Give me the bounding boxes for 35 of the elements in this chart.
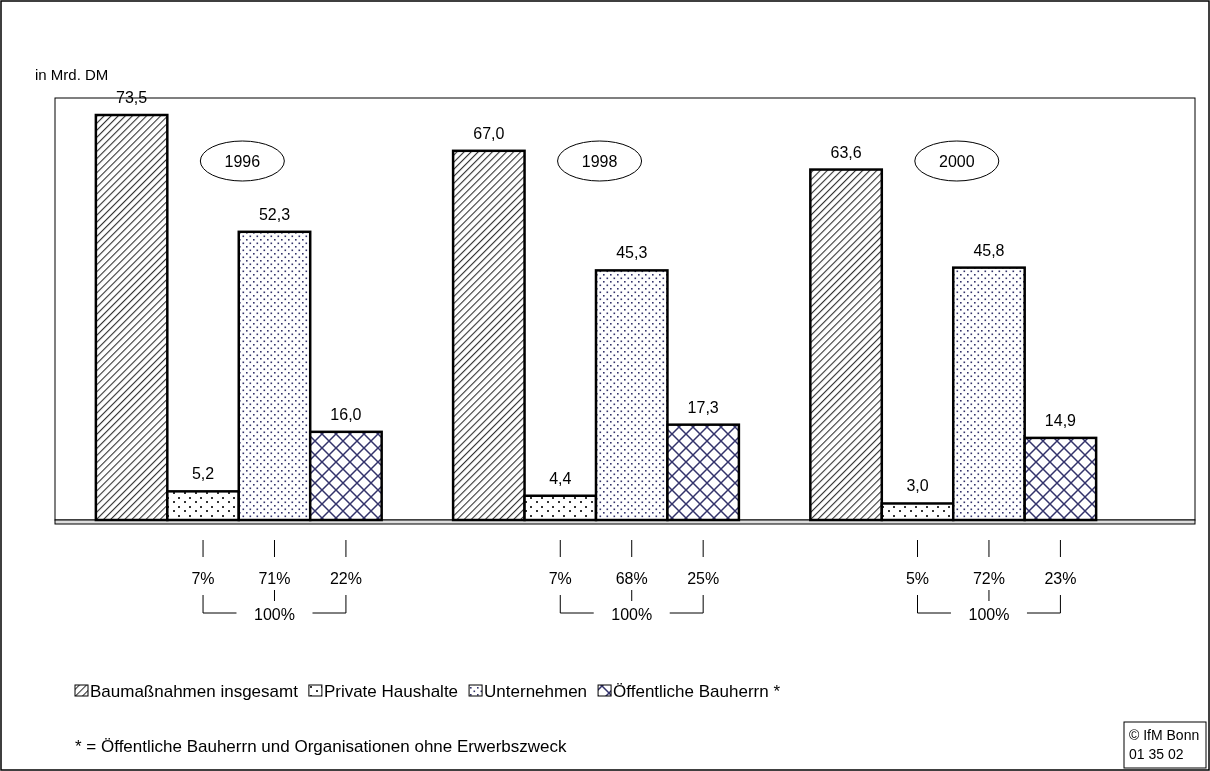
x-tick-label: 1998	[581, 153, 618, 170]
data-label: 14,9	[1044, 411, 1077, 429]
legend-label: Öffentliche Bauherrn *	[613, 682, 781, 701]
text: 100%	[254, 606, 295, 623]
text: 7%	[191, 570, 215, 587]
legend-label: Unternehmen	[484, 682, 588, 701]
data-label: 67,0	[473, 124, 505, 142]
text: 23%	[1044, 570, 1077, 587]
data-label: 16,0	[330, 405, 362, 423]
text: 22%	[329, 570, 362, 587]
data-label: 4,4	[549, 469, 572, 487]
y-axis-title: in Mrd. DM	[35, 66, 109, 83]
text: 72%	[972, 570, 1005, 587]
text: 100%	[611, 606, 653, 623]
data-label: 45,3	[616, 244, 648, 262]
data-label: 5,2	[191, 465, 215, 483]
text: 100%	[968, 606, 1010, 623]
data-label: 45,8	[973, 241, 1005, 259]
text: 01 35 02	[1129, 746, 1184, 762]
data-label: 63,6	[830, 143, 862, 161]
text: 25%	[687, 570, 720, 587]
text: 68%	[615, 570, 648, 587]
text: 5%	[905, 570, 930, 587]
x-tick-label: 2000	[939, 153, 975, 170]
legend-label: Baumaßnahmen insgesamt	[90, 682, 299, 701]
data-label: 52,3	[258, 205, 291, 223]
data-label: 3,0	[906, 477, 929, 495]
legend-label: Private Haushalte	[323, 682, 459, 701]
text: 7%	[548, 570, 572, 587]
text: 71%	[258, 570, 291, 587]
text: * = Öffentliche Bauherrn und Organisationen ohne Erwerbszweck	[75, 737, 568, 756]
data-label: 17,3	[687, 398, 719, 416]
text: © IfM Bonn	[1129, 727, 1200, 743]
x-tick-label: 1996	[224, 153, 261, 170]
data-label: 73,5	[116, 89, 148, 106]
